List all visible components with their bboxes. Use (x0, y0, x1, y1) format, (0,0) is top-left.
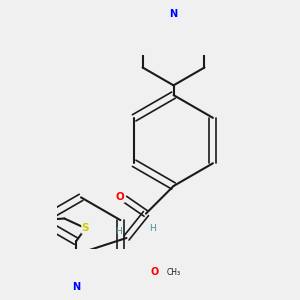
Text: H: H (149, 224, 156, 233)
Text: O: O (150, 267, 159, 277)
Text: H: H (115, 227, 122, 236)
Text: O: O (116, 192, 124, 203)
Text: S: S (82, 223, 89, 233)
Text: CH₃: CH₃ (167, 268, 181, 277)
Text: N: N (169, 9, 178, 19)
Text: N: N (72, 282, 80, 292)
